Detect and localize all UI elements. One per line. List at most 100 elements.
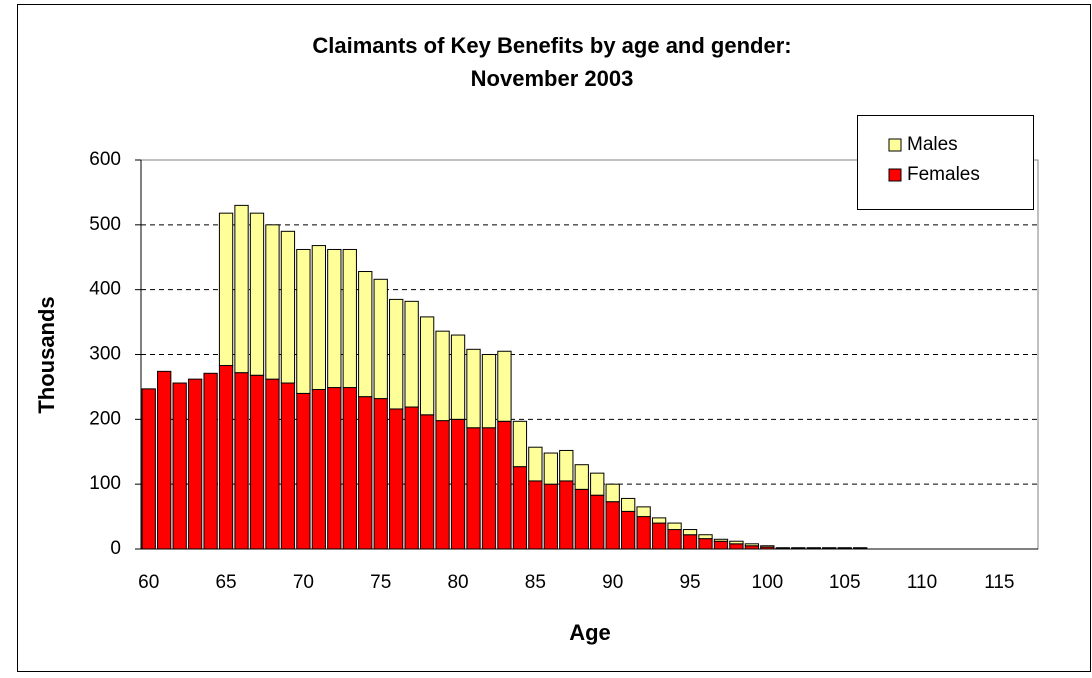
bar-segment — [574, 464, 589, 490]
bar-segment — [590, 472, 605, 496]
x-tick-label: 90 — [602, 572, 623, 593]
bar-segment — [404, 406, 419, 550]
y-tick-label: 100 — [89, 473, 121, 494]
bar-segment — [218, 212, 234, 367]
bar-segment — [497, 420, 512, 550]
bar-segment — [497, 350, 512, 422]
bar-segment — [157, 370, 172, 550]
x-axis-label: Age — [569, 620, 611, 645]
bar-segment — [373, 278, 388, 400]
bar-segment — [667, 529, 682, 550]
bar-segment — [435, 420, 450, 550]
bar-segment — [265, 224, 280, 380]
bar-segment — [682, 534, 698, 550]
y-tick-label: 300 — [89, 344, 121, 365]
x-tick-label: 105 — [829, 572, 861, 593]
x-tick-label: 110 — [907, 572, 937, 593]
bar-segment — [358, 271, 373, 398]
bar-segment — [404, 300, 419, 408]
bar-segment — [636, 506, 651, 518]
bar-segment — [327, 387, 342, 550]
y-tick-label: 0 — [110, 538, 121, 559]
x-tick-label: 85 — [525, 572, 546, 593]
bar-segment — [218, 365, 234, 550]
x-tick-label: 60 — [138, 572, 159, 593]
bar-segment — [528, 446, 543, 482]
bar-segment — [450, 334, 466, 420]
bar-segment — [775, 547, 790, 549]
bar-segment — [791, 547, 806, 549]
bar-segment — [698, 538, 713, 550]
bar-segment — [543, 452, 558, 485]
bar-segment — [450, 418, 466, 550]
bar-segment — [605, 501, 620, 550]
bar-segment — [249, 374, 265, 550]
bar-segment — [435, 330, 450, 422]
bar-segment — [713, 538, 729, 542]
chart-title: November 2003 — [471, 66, 634, 91]
bar-segment — [636, 516, 651, 550]
bar-segment — [698, 534, 713, 540]
bar-segment — [419, 316, 435, 416]
bar-segment — [559, 449, 574, 482]
bar-segment — [590, 494, 605, 550]
x-tick-label: 115 — [984, 572, 1014, 593]
bar-segment — [512, 420, 528, 468]
y-tick-label: 600 — [89, 149, 121, 170]
bar-segment — [651, 522, 667, 550]
bar-segment — [822, 547, 837, 549]
x-tick-label: 65 — [215, 572, 236, 593]
bar-segment — [296, 392, 311, 550]
bar-segment — [172, 382, 187, 550]
bar-segment — [466, 427, 481, 550]
bar-segment — [481, 354, 497, 429]
x-tick-label: 75 — [370, 572, 391, 593]
bar-segment — [358, 396, 373, 550]
bar-segment — [234, 204, 249, 374]
x-tick-label: 80 — [447, 572, 468, 593]
y-tick-label: 500 — [89, 214, 121, 235]
bar-segment — [574, 488, 589, 550]
bar-segment — [389, 298, 404, 410]
bar-segment — [342, 248, 357, 389]
bar-segment — [713, 540, 729, 550]
bar-segment — [280, 230, 296, 384]
bar-segment — [543, 483, 558, 550]
x-tick-label: 70 — [293, 572, 314, 593]
bar-segment — [342, 387, 357, 550]
x-tick-label: 100 — [752, 572, 784, 593]
legend-swatch — [888, 138, 902, 152]
bar-segment — [141, 388, 156, 550]
bar-segment — [296, 248, 311, 394]
bar-segment — [249, 212, 265, 376]
y-tick-label: 200 — [89, 408, 121, 429]
bar-segment — [605, 483, 620, 503]
bar-segment — [373, 398, 388, 550]
legend-label: Males — [907, 134, 958, 155]
bar-segment — [203, 372, 218, 550]
x-tick-label: 95 — [679, 572, 700, 593]
bar-segment — [528, 480, 543, 550]
bar-segment — [265, 378, 280, 550]
chart-title: Claimants of Key Benefits by age and gen… — [312, 33, 791, 58]
legend-swatch — [888, 168, 902, 182]
bar-segment — [729, 543, 744, 550]
bar-segment — [512, 466, 528, 550]
bar-segment — [651, 517, 667, 524]
bar-segment — [744, 543, 760, 547]
bar-segment — [667, 522, 682, 531]
bar-segment — [682, 529, 698, 536]
bar-segment — [311, 245, 327, 391]
bar-segment — [760, 545, 775, 548]
bar-segment — [327, 248, 342, 389]
bar-segment — [852, 547, 868, 549]
bar-segment — [234, 372, 249, 550]
bar-segment — [806, 547, 821, 549]
bar-segment — [559, 480, 574, 550]
y-tick-label: 400 — [89, 279, 121, 300]
legend-label: Females — [907, 164, 980, 185]
bar-segment — [419, 414, 435, 550]
bar-segment — [389, 408, 404, 550]
bar-segment — [621, 510, 636, 550]
